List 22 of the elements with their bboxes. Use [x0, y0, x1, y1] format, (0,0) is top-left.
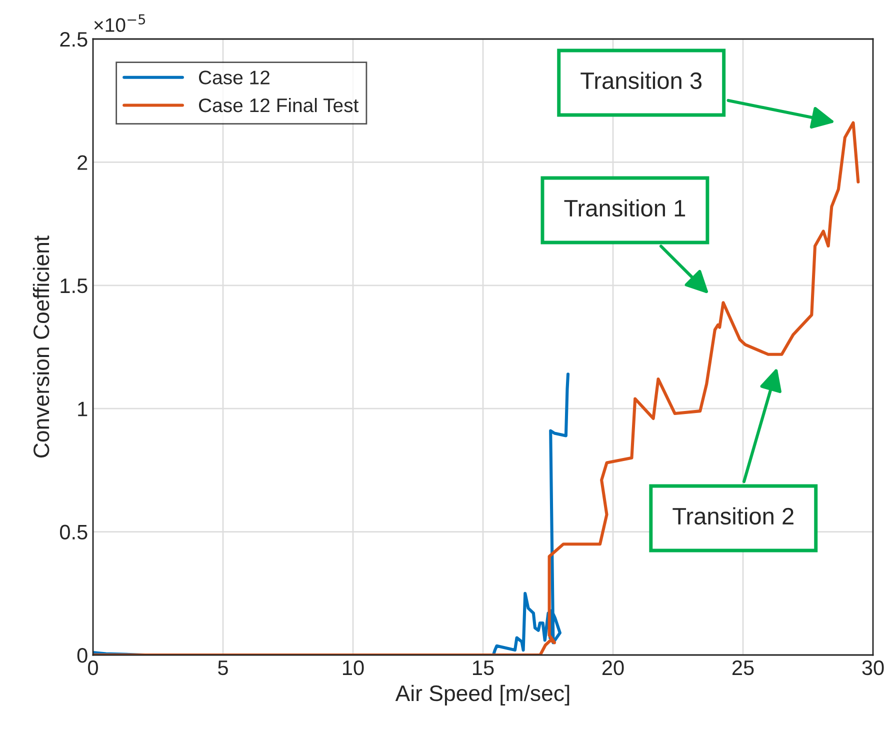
annotation: Transition 1: [564, 199, 686, 217]
annotation: Transition 2: [672, 507, 794, 525]
x-axis-title: Air Speed [m/sec]: [395, 684, 570, 706]
x-tick-label: 30: [862, 660, 884, 676]
y-tick-label: 2.5: [60, 32, 88, 47]
text: ×10$^{−5}$: [94, 14, 146, 32]
y-tick-label: 0: [77, 648, 88, 663]
y-tick-label: 1.5: [60, 278, 88, 294]
annotation: Transition 3: [580, 72, 702, 90]
x-tick-label: 20: [602, 660, 624, 676]
y-tick-label: 0.5: [60, 524, 88, 540]
legend-label: Case 12 Final Test: [198, 98, 359, 112]
x-tick-label: 10: [343, 660, 364, 676]
legend-label: Case 12: [198, 70, 270, 84]
x-tick-label: 0: [88, 660, 98, 676]
x-tick-label: 15: [473, 660, 494, 676]
line-series: [93, 121, 860, 655]
y-axis-title: Conversion Coefficient: [32, 236, 50, 458]
x-tick-label: 5: [218, 660, 228, 676]
y-tick-label: 2: [78, 155, 88, 170]
x-tick-label: 25: [732, 660, 754, 676]
y-tick-label: 1: [78, 402, 88, 416]
